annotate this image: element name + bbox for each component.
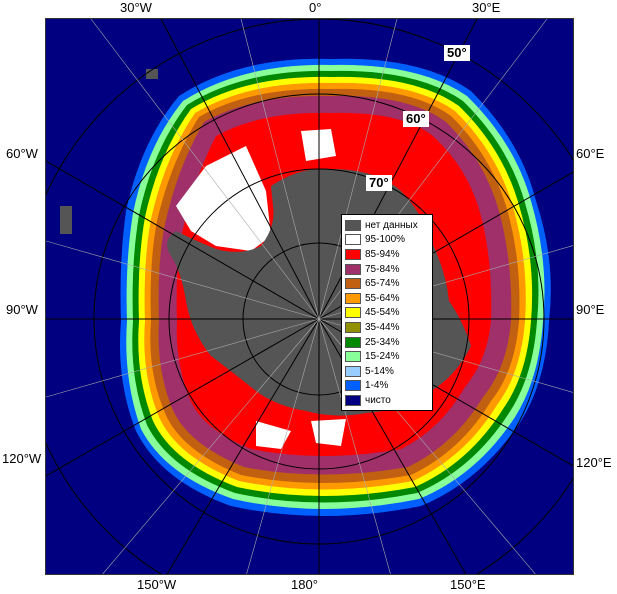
legend-label: 35-44% — [365, 321, 400, 333]
legend-label: нет данных — [365, 219, 418, 231]
legend-label: 5-14% — [365, 365, 394, 377]
legend-label: 1-4% — [365, 380, 389, 392]
meridian-minor — [46, 240, 320, 320]
ice-patch-95-100 — [311, 419, 346, 446]
meridian-minor — [240, 19, 320, 320]
legend-label: 45-54% — [365, 307, 400, 319]
lon-label-60w: 60°W — [6, 146, 38, 161]
legend-row: 95-100% — [345, 233, 429, 248]
legend-row: чисто — [345, 393, 429, 408]
legend-swatch — [345, 263, 361, 275]
lon-label-0: 0° — [309, 0, 322, 15]
legend: нет данных 95-100% 85-94% 75-84% 65-74% 55-64… — [341, 214, 433, 411]
legend-swatch — [345, 307, 361, 319]
lon-label-90w: 90°W — [6, 302, 38, 317]
meridian-60w — [46, 160, 320, 320]
lon-label-150w: 150°W — [137, 577, 177, 592]
map-canvas — [46, 19, 573, 574]
legend-label: 55-64% — [365, 292, 400, 304]
lon-label-30w: 30°W — [120, 0, 152, 15]
legend-swatch — [345, 321, 361, 333]
legend-label: 95-100% — [365, 234, 406, 246]
meridian-minor — [246, 318, 320, 574]
legend-label: 75-84% — [365, 263, 400, 275]
legend-swatch — [345, 248, 361, 260]
no-data-speck — [60, 206, 72, 234]
legend-label: 85-94% — [365, 248, 400, 260]
legend-swatch — [345, 394, 361, 406]
legend-swatch — [345, 380, 361, 392]
legend-swatch — [345, 219, 361, 231]
lat-label-70: 70° — [366, 175, 392, 191]
legend-label: чисто — [365, 394, 391, 406]
legend-swatch — [345, 336, 361, 348]
lat-label-50: 50° — [444, 45, 470, 61]
meridian-30w — [160, 19, 320, 320]
legend-row: 15-24% — [345, 349, 429, 364]
lon-label-180: 180° — [291, 577, 318, 592]
ice-patch-95-100 — [256, 421, 291, 449]
legend-row: 45-54% — [345, 306, 429, 321]
lat-label-60: 60° — [403, 111, 429, 127]
legend-row: 75-84% — [345, 262, 429, 277]
no-data-speck — [146, 69, 158, 79]
lon-label-30e: 30°E — [472, 0, 501, 15]
legend-swatch — [345, 292, 361, 304]
legend-row: нет данных — [345, 218, 429, 233]
legend-label: 25-34% — [365, 336, 400, 348]
lon-label-150e: 150°E — [450, 577, 486, 592]
legend-row: 55-64% — [345, 291, 429, 306]
legend-row: 25-34% — [345, 335, 429, 350]
meridian-minor — [318, 318, 391, 574]
meridian-120w — [46, 318, 320, 477]
legend-swatch — [345, 234, 361, 246]
legend-swatch — [345, 351, 361, 363]
legend-swatch — [345, 278, 361, 290]
lon-label-60e: 60°E — [576, 146, 605, 161]
meridian-minor — [102, 318, 320, 574]
meridian-minor — [318, 19, 398, 320]
meridian-minor — [90, 19, 320, 320]
lon-label-90e: 90°E — [576, 302, 605, 317]
legend-row: 35-44% — [345, 320, 429, 335]
sea-ice-map — [45, 18, 574, 575]
meridian-150w — [166, 318, 320, 574]
legend-label: 15-24% — [365, 351, 400, 363]
legend-row: 1-4% — [345, 379, 429, 394]
legend-row: 65-74% — [345, 276, 429, 291]
legend-row: 5-14% — [345, 364, 429, 379]
lon-label-120w: 120°W — [2, 451, 42, 466]
lon-label-120e: 120°E — [576, 455, 612, 470]
legend-swatch — [345, 365, 361, 377]
legend-row: 85-94% — [345, 247, 429, 262]
legend-label: 65-74% — [365, 278, 400, 290]
meridian-minor — [46, 318, 320, 398]
